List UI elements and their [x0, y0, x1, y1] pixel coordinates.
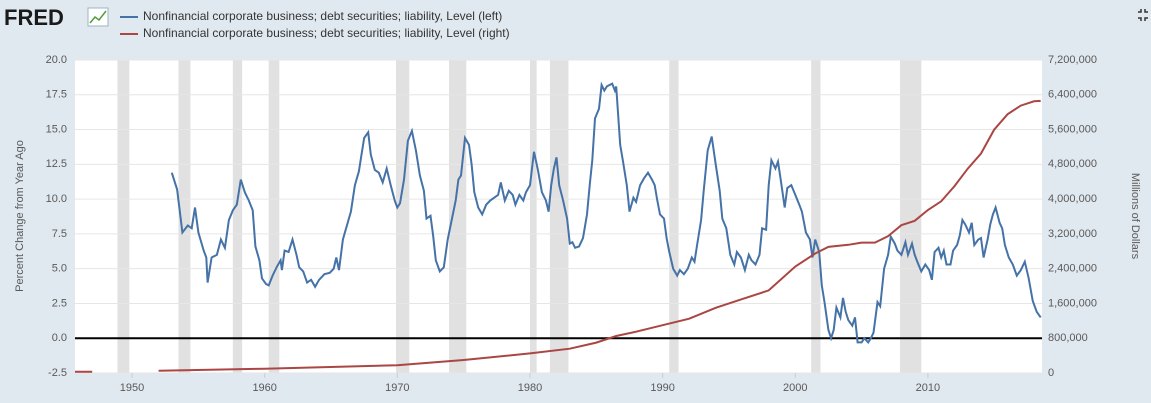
y2-tick-label: 3,200,000	[1048, 228, 1097, 240]
y-tick-label: 17.5	[46, 89, 67, 101]
y-tick-label: 0.0	[52, 332, 67, 344]
y-axis-title: Percent Change from Year Ago	[14, 140, 26, 292]
y2-tick-label: 4,800,000	[1048, 158, 1097, 170]
y2-tick-label: 2,400,000	[1048, 263, 1097, 275]
y2-axis-title: Millions of Dollars	[1129, 173, 1141, 260]
x-tick-label: 1970	[385, 382, 409, 394]
recession-band	[811, 60, 821, 373]
legend-label: Nonfinancial corporate business; debt se…	[143, 26, 510, 40]
y2-tick-label: 4,000,000	[1048, 193, 1097, 205]
x-tick-label: 2000	[783, 382, 807, 394]
recession-band	[669, 60, 679, 373]
recession-band	[396, 60, 410, 373]
y2-tick-label: 5,600,000	[1048, 123, 1097, 135]
y-tick-label: -2.5	[48, 367, 67, 379]
y-tick-label: 5.0	[52, 263, 67, 275]
recession-band	[449, 60, 467, 373]
recession-band	[268, 60, 280, 373]
x-tick-label: 1990	[650, 382, 674, 394]
x-tick-label: 1960	[252, 382, 276, 394]
recession-band	[117, 60, 130, 373]
y-tick-label: 20.0	[46, 54, 67, 66]
series-line	[170, 81, 1042, 345]
y-tick-label: 7.5	[52, 228, 67, 240]
y2-tick-label: 800,000	[1048, 332, 1088, 344]
recession-band	[549, 60, 569, 373]
x-tick-label: 1950	[120, 382, 144, 394]
y-tick-label: 10.0	[46, 193, 67, 205]
y-tick-label: 2.5	[52, 297, 67, 309]
y2-tick-label: 7,200,000	[1048, 54, 1097, 66]
logo: FRED	[4, 5, 64, 30]
y-tick-label: 12.5	[46, 158, 67, 170]
recession-band	[529, 60, 537, 373]
recession-band	[178, 60, 191, 373]
y-tick-label: 15.0	[46, 123, 67, 135]
fullscreen-icon[interactable]	[1138, 9, 1148, 21]
recession-band	[232, 60, 243, 373]
x-tick-label: 1980	[518, 382, 542, 394]
x-tick-label: 2010	[916, 382, 940, 394]
y2-tick-label: 0	[1048, 367, 1054, 379]
logo-icon	[87, 7, 109, 27]
series-line	[75, 99, 1041, 373]
y2-tick-label: 6,400,000	[1048, 89, 1097, 101]
y2-tick-label: 1,600,000	[1048, 297, 1097, 309]
recession-band	[900, 60, 922, 373]
legend-label: Nonfinancial corporate business; debt se…	[143, 9, 502, 23]
